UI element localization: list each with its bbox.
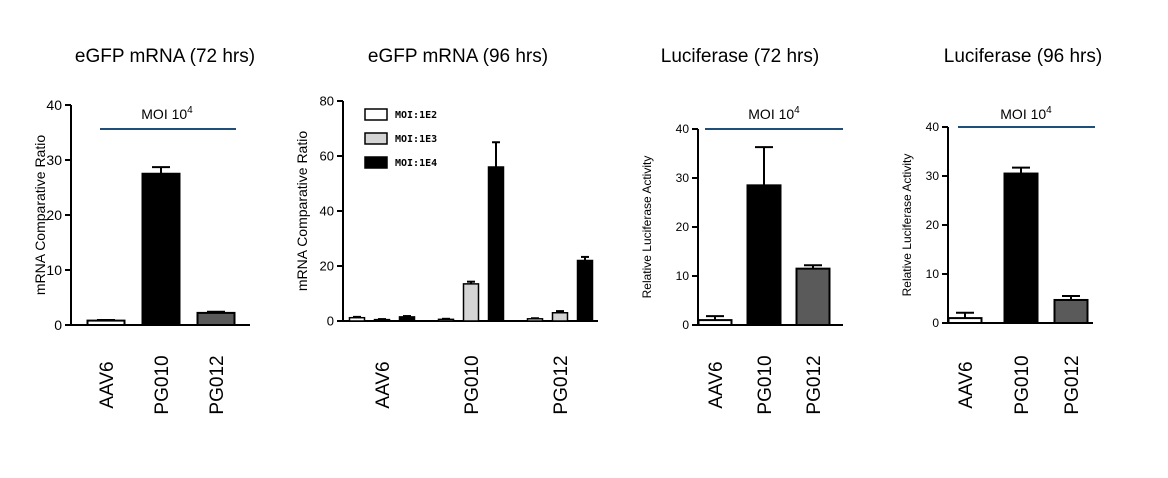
- y-tick-label: 40: [926, 120, 940, 134]
- y-axis-label: Relative Luciferase Activity: [900, 154, 914, 297]
- y-tick-label: 20: [320, 259, 334, 274]
- bar: [348, 316, 366, 322]
- y-tick-label: 30: [926, 169, 940, 183]
- y-tick-label: 20: [926, 218, 940, 232]
- chart-panel-4: Luciferase (96 hrs) Relative Luciferase A…: [900, 46, 1102, 415]
- moi-annotation: MOI 104: [1000, 105, 1052, 122]
- y-tick-label: 10: [676, 269, 690, 283]
- moi-annotation: MOI 104: [141, 105, 193, 122]
- y-tick-label: 0: [327, 314, 334, 329]
- chart-panel-1: eGFP mRNA (72 hrs) mRNA Comparative Ratio…: [32, 46, 255, 415]
- bar: [86, 319, 126, 327]
- bar: [576, 259, 594, 322]
- bar: [526, 318, 544, 322]
- bar: [697, 319, 733, 327]
- bar: [487, 166, 505, 322]
- bar: [462, 283, 480, 322]
- chart-title: Luciferase (96 hrs): [944, 46, 1102, 67]
- chart-title: eGFP mRNA (72 hrs): [75, 46, 255, 67]
- bar: [141, 172, 181, 326]
- y-tick-label: 40: [676, 122, 690, 136]
- category-label: PG010: [755, 355, 776, 414]
- y-tick-label: 0: [932, 316, 939, 330]
- y-tick-label: 30: [676, 171, 690, 185]
- y-tick-label: 30: [46, 152, 62, 168]
- category-label: PG012: [551, 355, 572, 414]
- y-axis-label: mRNA Comparative Ratio: [294, 131, 310, 291]
- y-axis-label: mRNA Comparative Ratio: [32, 135, 48, 295]
- category-label: PG012: [804, 355, 825, 414]
- legend-swatch: [364, 108, 388, 121]
- chart-title: Luciferase (72 hrs): [661, 46, 819, 67]
- y-tick-label: 20: [46, 207, 62, 223]
- legend-swatch: [364, 132, 388, 145]
- y-tick-label: 60: [320, 149, 334, 164]
- bar: [196, 311, 236, 326]
- y-tick-label: 10: [926, 267, 940, 281]
- bar: [947, 317, 983, 325]
- category-label: AAV6: [97, 361, 118, 408]
- category-label: PG010: [1012, 355, 1033, 414]
- legend-label: MOI:1E3: [395, 134, 437, 145]
- legend-swatch: [364, 156, 388, 169]
- bar: [398, 316, 416, 322]
- category-label: AAV6: [956, 361, 977, 408]
- category-label: PG010: [462, 355, 483, 414]
- bar: [373, 318, 391, 322]
- bar: [1053, 298, 1089, 325]
- category-label: PG010: [152, 355, 173, 414]
- y-tick-label: 0: [54, 317, 62, 333]
- category-label: PG012: [1062, 355, 1083, 414]
- category-label: PG012: [207, 355, 228, 414]
- chart-title: eGFP mRNA (96 hrs): [368, 46, 548, 67]
- y-tick-label: 0: [682, 318, 689, 332]
- y-tick-label: 20: [676, 220, 690, 234]
- bar: [1003, 172, 1039, 324]
- y-axis-label: Relative Luciferase Activity: [640, 156, 654, 299]
- legend-label: MOI:1E4: [395, 158, 437, 169]
- moi-annotation: MOI 104: [748, 105, 800, 122]
- bar: [437, 318, 455, 322]
- bar: [795, 267, 831, 326]
- y-tick-label: 40: [46, 97, 62, 113]
- bar: [551, 312, 569, 322]
- chart-panel-3: Luciferase (72 hrs) Relative Luciferase A…: [640, 46, 843, 415]
- chart-panel-2: eGFP mRNA (96 hrs) mRNA Comparative Ratio…: [294, 46, 598, 415]
- category-label: AAV6: [706, 361, 727, 408]
- legend-label: MOI:1E2: [395, 110, 437, 121]
- bar: [746, 184, 782, 326]
- y-tick-label: 10: [46, 262, 62, 278]
- y-tick-label: 80: [320, 94, 334, 109]
- y-tick-label: 40: [320, 204, 334, 219]
- category-label: AAV6: [373, 361, 394, 408]
